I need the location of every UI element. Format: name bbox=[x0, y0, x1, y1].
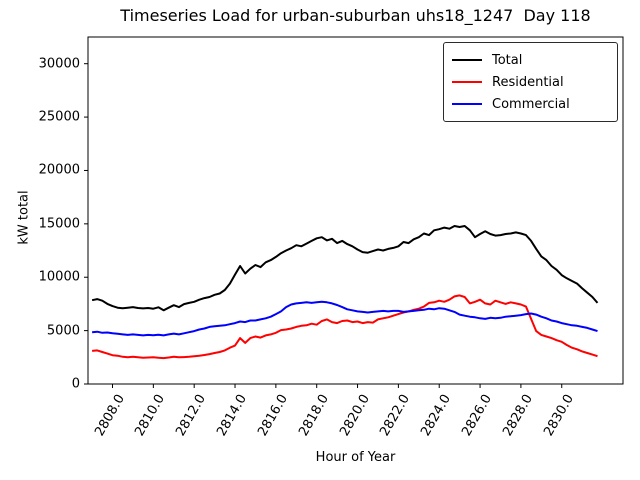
legend-line-sample bbox=[452, 103, 482, 105]
legend-label: Commercial bbox=[492, 96, 570, 112]
legend: Total Residential Commercial bbox=[443, 42, 618, 122]
legend-entry-residential: Residential bbox=[452, 71, 609, 93]
legend-entry-commercial: Commercial bbox=[452, 93, 609, 115]
legend-entry-total: Total bbox=[452, 49, 609, 71]
y-tick-label: 20000 bbox=[38, 162, 80, 178]
tick-marks bbox=[84, 63, 563, 388]
total-line bbox=[91, 225, 599, 312]
y-tick-label: 10000 bbox=[38, 269, 80, 285]
legend-line-sample bbox=[452, 59, 482, 61]
x-axis-label: Hour of Year bbox=[315, 450, 396, 465]
y-tick-label: 15000 bbox=[38, 216, 80, 232]
y-tick-label: 0 bbox=[71, 376, 80, 392]
axes-frame bbox=[87, 36, 624, 385]
y-tick-label: 25000 bbox=[38, 109, 80, 125]
legend-line-sample bbox=[452, 81, 482, 83]
chart-title: Timeseries Load for urban-suburban uhs18… bbox=[120, 6, 591, 25]
residential-line bbox=[92, 294, 598, 360]
legend-label: Total bbox=[492, 52, 523, 68]
legend-label: Residential bbox=[492, 74, 564, 90]
series-lines bbox=[91, 225, 599, 360]
commercial-line bbox=[92, 300, 598, 337]
y-tick-label: 30000 bbox=[38, 56, 80, 72]
y-tick-label: 5000 bbox=[46, 323, 80, 339]
